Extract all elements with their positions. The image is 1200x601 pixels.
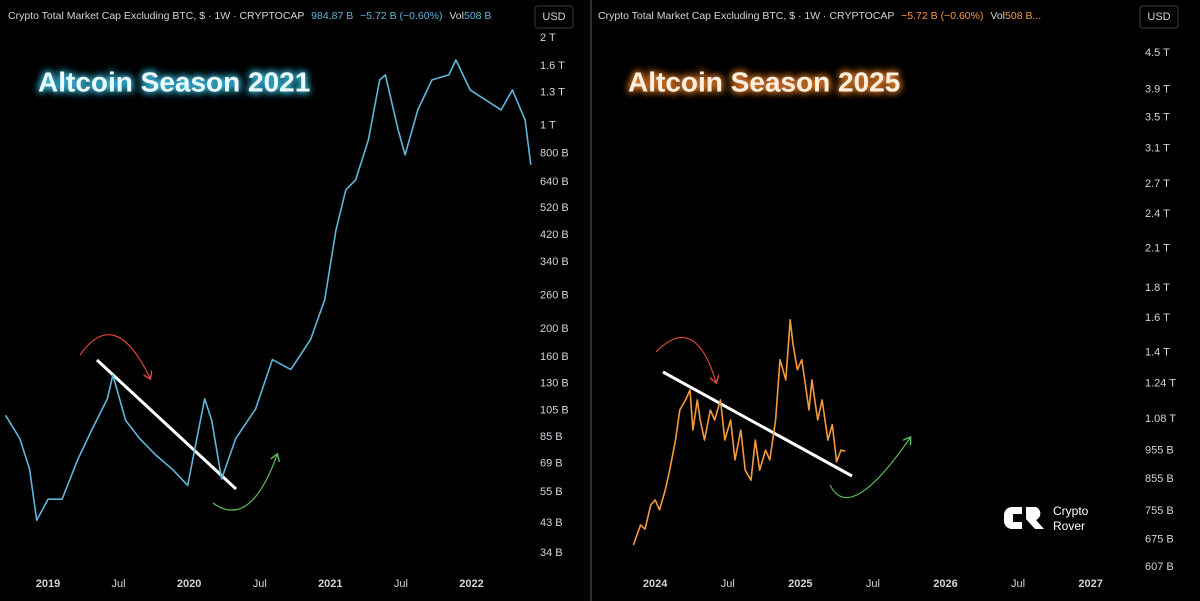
y-tick-label: 1.4 T	[1145, 346, 1170, 358]
arrow-down	[79, 334, 150, 378]
y-tick-label: 640 B	[540, 176, 569, 188]
y-tick-label: 69 B	[540, 457, 563, 469]
x-tick-label: 2020	[177, 578, 201, 590]
chart-title: Altcoin Season 2021	[38, 66, 310, 97]
arrow-down	[655, 336, 716, 382]
arrow-up	[212, 455, 277, 511]
y-tick-label: 2.1 T	[1145, 242, 1170, 254]
logo-text: Rover	[1053, 519, 1085, 533]
x-tick-label: Jul	[253, 578, 267, 590]
x-tick-label: 2022	[459, 578, 483, 590]
x-tick-label: Jul	[866, 578, 880, 590]
currency-label[interactable]: USD	[542, 11, 565, 23]
y-tick-label: 855 B	[1145, 473, 1174, 485]
header-change: −5.72 B (−0.60%)	[901, 10, 983, 22]
logo: Crypto Rover	[1004, 504, 1089, 533]
header-last: 984.87 B	[311, 10, 353, 22]
x-tick-label: 2025	[788, 578, 812, 590]
y-tick-label: 1.3 T	[540, 86, 565, 98]
header-vol: 508 B...	[1005, 10, 1041, 22]
x-tick-label: 2021	[318, 578, 342, 590]
header-vol-label: Vol	[990, 10, 1005, 22]
header-symbol: Crypto Total Market Cap Excluding BTC, $…	[8, 10, 304, 22]
x-tick-label: Jul	[1011, 578, 1025, 590]
x-tick-label: Jul	[721, 578, 735, 590]
y-tick-label: 2.4 T	[1145, 208, 1170, 220]
header-change: −5.72 B (−0.60%)	[360, 10, 442, 22]
x-tick-label: 2026	[933, 578, 957, 590]
x-tick-label: 2027	[1078, 578, 1102, 590]
y-tick-label: 340 B	[540, 256, 569, 268]
currency-label[interactable]: USD	[1147, 11, 1170, 23]
header: Crypto Total Market Cap Excluding BTC, $…	[598, 10, 1041, 22]
panel-divider	[590, 0, 592, 601]
y-tick-label: 200 B	[540, 323, 569, 335]
x-tick-label: 2024	[643, 578, 668, 590]
x-tick-label: Jul	[112, 578, 126, 590]
y-tick-label: 1.08 T	[1145, 413, 1176, 425]
y-tick-label: 1.6 T	[540, 60, 565, 72]
y-tick-label: 3.5 T	[1145, 111, 1170, 123]
currency-button[interactable]	[534, 5, 574, 29]
y-tick-label: 755 B	[1145, 505, 1174, 517]
y-tick-label: 130 B	[540, 377, 569, 389]
trend-line	[662, 370, 853, 478]
header: Crypto Total Market Cap Excluding BTC, $…	[8, 10, 491, 22]
x-tick-label: Jul	[394, 578, 408, 590]
price-line	[632, 319, 846, 546]
header-vol: 508 B	[464, 10, 491, 22]
y-tick-label: 1.6 T	[1145, 312, 1170, 324]
x-tick-label: 2019	[36, 578, 60, 590]
y-tick-label: 4.5 T	[1145, 47, 1170, 59]
y-tick-label: 2 T	[540, 32, 556, 44]
y-tick-label: 2.7 T	[1145, 178, 1170, 190]
chart-title: Altcoin Season 2025	[628, 66, 900, 97]
y-tick-label: 55 B	[540, 486, 563, 498]
y-tick-label: 607 B	[1145, 561, 1174, 573]
y-tick-label: 105 B	[540, 404, 569, 416]
y-tick-label: 85 B	[540, 431, 563, 443]
arrow-up	[829, 438, 910, 499]
y-tick-label: 1 T	[540, 119, 556, 131]
y-tick-label: 800 B	[540, 148, 569, 160]
y-tick-label: 1.24 T	[1145, 378, 1176, 390]
y-tick-label: 955 B	[1145, 445, 1174, 457]
y-tick-label: 675 B	[1145, 534, 1174, 546]
y-tick-label: 260 B	[540, 290, 569, 302]
y-tick-label: 34 B	[540, 547, 563, 559]
trend-line	[95, 358, 238, 491]
logo-text: Crypto	[1053, 504, 1089, 518]
y-tick-label: 43 B	[540, 517, 563, 529]
header-symbol: Crypto Total Market Cap Excluding BTC, $…	[598, 10, 894, 22]
y-tick-label: 420 B	[540, 229, 569, 241]
y-tick-label: 3.1 T	[1145, 142, 1170, 154]
y-tick-label: 3.9 T	[1145, 84, 1170, 96]
currency-button[interactable]	[1139, 5, 1179, 29]
price-line	[4, 59, 532, 522]
y-tick-label: 1.8 T	[1145, 282, 1170, 294]
y-tick-label: 160 B	[540, 351, 569, 363]
y-tick-label: 520 B	[540, 202, 569, 214]
header-vol-label: Vol	[449, 10, 464, 22]
